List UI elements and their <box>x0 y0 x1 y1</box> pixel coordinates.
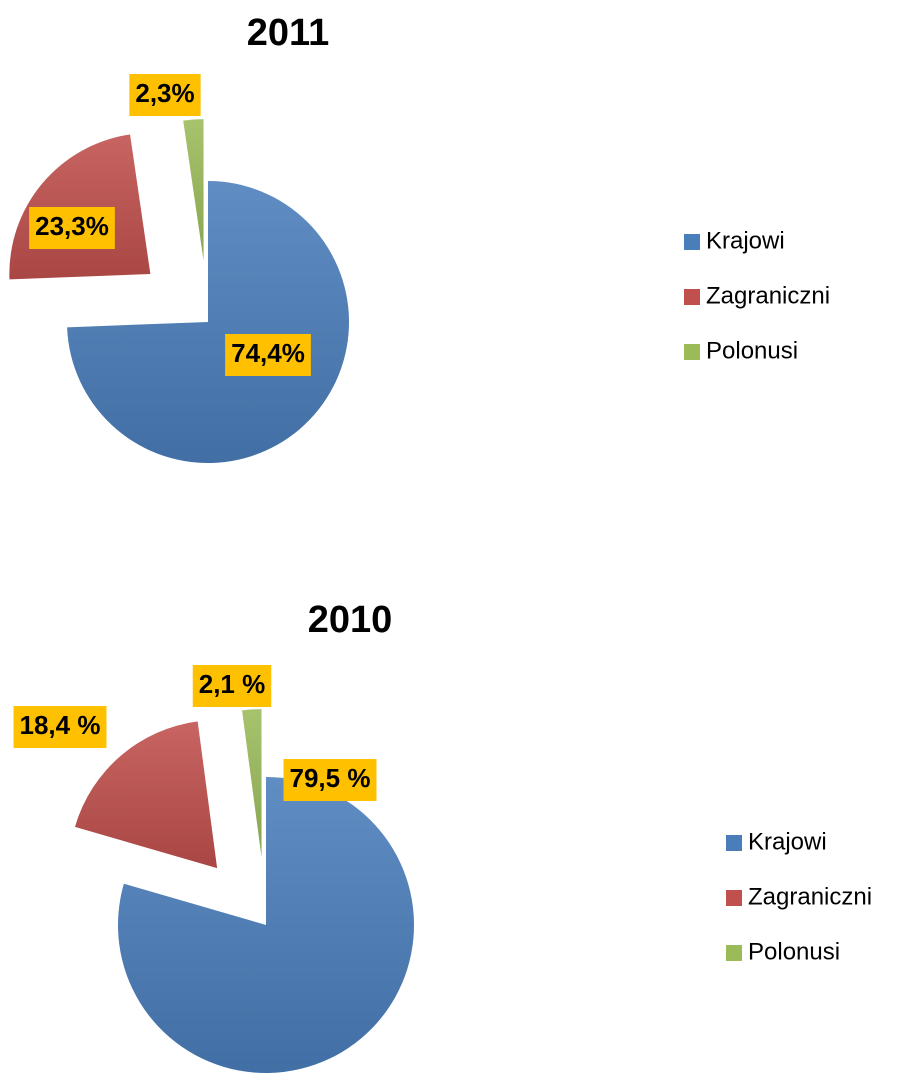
chart-title: 2010 <box>308 599 393 641</box>
legend-label: Polonusi <box>748 938 840 965</box>
data-label: 2,3% <box>135 78 194 108</box>
legend-swatch <box>726 945 742 961</box>
label-box <box>29 207 115 249</box>
slice-shade <box>117 777 414 1074</box>
legend-swatch <box>684 344 700 360</box>
legend-label: Zagraniczni <box>706 282 830 309</box>
slice-group <box>9 134 151 280</box>
legend-label: Zagraniczni <box>748 883 872 910</box>
legend-label: Polonusi <box>706 337 798 364</box>
legend-swatch <box>684 289 700 305</box>
slice-group <box>117 777 414 1074</box>
slice-shade <box>183 119 204 261</box>
slice-shade <box>9 134 151 280</box>
legend-swatch <box>684 234 700 250</box>
data-label: 2,1 % <box>199 669 266 699</box>
label-box <box>129 74 201 116</box>
slice-group <box>74 721 218 869</box>
label-box <box>192 665 272 707</box>
legend-label: Krajowi <box>706 227 785 254</box>
legend-swatch <box>726 890 742 906</box>
slice-group <box>183 119 204 261</box>
slice-shade <box>74 721 218 869</box>
slice-group <box>242 709 262 858</box>
slice-shade <box>242 709 262 858</box>
data-label: 74,4% <box>231 338 305 368</box>
slice-group <box>67 181 349 463</box>
data-label: 79,5 % <box>290 763 371 793</box>
data-label: 23,3% <box>35 211 109 241</box>
chart-title: 2011 <box>247 12 329 54</box>
label-box <box>13 706 107 748</box>
data-label: 18,4 % <box>20 710 101 740</box>
slice-shade <box>67 181 349 463</box>
legend-label: Krajowi <box>748 828 827 855</box>
label-box <box>225 334 311 376</box>
label-box <box>283 759 377 801</box>
legend-swatch <box>726 835 742 851</box>
